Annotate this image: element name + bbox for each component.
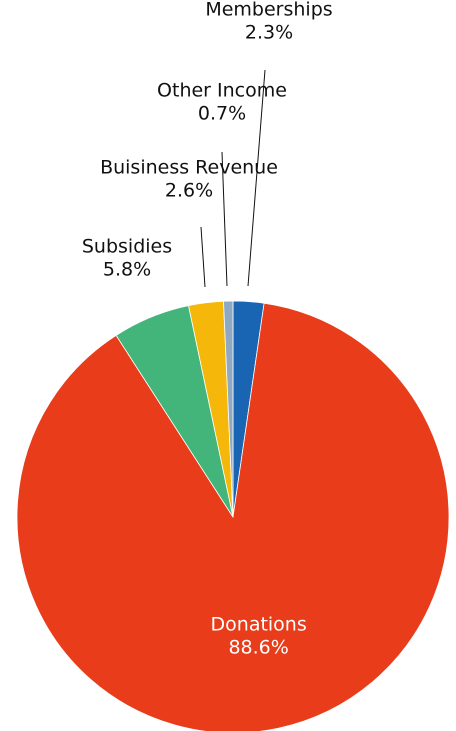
leader-line-buisiness-revenue bbox=[200, 226, 206, 288]
slice-name-label-donations: Donations bbox=[211, 614, 307, 636]
pie-slices bbox=[16, 300, 450, 731]
leader-line-other-income bbox=[221, 151, 228, 287]
slice-value-label-subsidies: 5.8% bbox=[103, 259, 151, 281]
slice-name-label-buisiness-revenue: Buisiness Revenue bbox=[100, 157, 278, 179]
slice-value-label-donations: 88.6% bbox=[228, 637, 288, 659]
slice-name-label-memberships: Memberships bbox=[205, 0, 332, 21]
pie-slice-other-income bbox=[223, 300, 234, 518]
leader-line-memberships bbox=[247, 69, 266, 287]
slice-name-label-subsidies: Subsidies bbox=[82, 236, 172, 258]
slice-name-label-other-income: Other Income bbox=[157, 80, 287, 102]
slice-value-label-buisiness-revenue: 2.6% bbox=[165, 180, 213, 202]
slice-value-label-other-income: 0.7% bbox=[198, 103, 246, 125]
leader-lines bbox=[200, 69, 266, 288]
slice-value-label-memberships: 2.3% bbox=[245, 22, 293, 44]
pie-slice-donations bbox=[16, 302, 450, 731]
